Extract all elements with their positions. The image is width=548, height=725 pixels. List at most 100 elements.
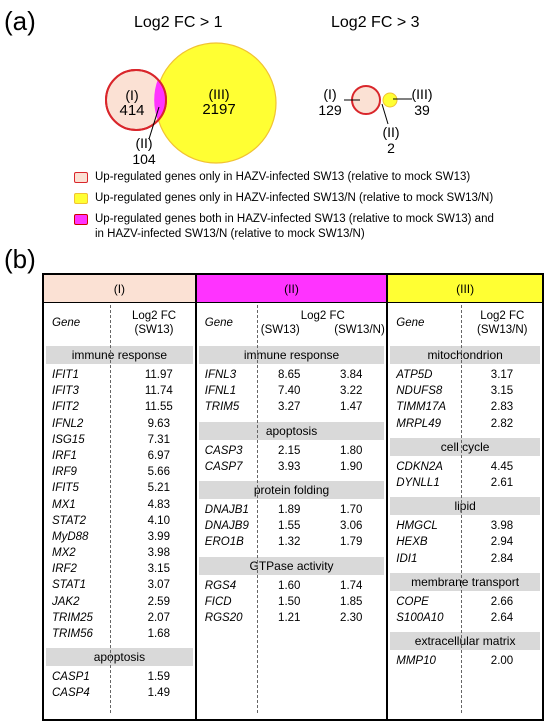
venn-left-i-label: (I) 414 [119, 87, 145, 119]
fold-change-value: 1.80 [340, 444, 363, 457]
column-header: (III) [388, 275, 542, 303]
legend-swatch-i [74, 172, 88, 183]
table-column-iii: (III) Gene Log2 FC (SW13/N) mitochondrion ATP… [388, 275, 542, 719]
fold-change-value: 1.60 [278, 579, 301, 592]
table-row: IFNL3 8.65 3.84 [197, 367, 386, 383]
fold-change-value: 2.30 [340, 611, 363, 624]
table-row: HEXB 2.94 [388, 534, 542, 550]
fold-change-value: 1.79 [340, 536, 363, 549]
gene-name: RGS20 [204, 611, 243, 624]
table-row: DNAJB9 1.55 3.06 [197, 518, 386, 534]
fold-change-value: 3.07 [147, 579, 170, 592]
venn-left-ii-label: (II) 104 [132, 135, 156, 167]
venn-right-circle-iii [382, 92, 398, 108]
gene-name: DYNLL1 [396, 476, 440, 489]
gene-name: IFIT5 [52, 482, 79, 495]
table-column-i: (I) Gene Log2 FC (SW13) immune response IFIT1… [44, 275, 197, 719]
fold-change-value: 5.21 [147, 482, 170, 495]
fold-change-value: 1.55 [278, 520, 301, 533]
category-header: protein folding [198, 480, 385, 499]
fold-change-value: 3.15 [147, 563, 170, 576]
column-header: (II) [196, 275, 387, 303]
category-header: mitochondrion [390, 346, 540, 364]
gene-name: CASP7 [204, 460, 243, 473]
gene-name: CASP3 [204, 444, 243, 457]
fold-change-value: 3.06 [340, 520, 363, 533]
table-row: IFIT2 11.55 [44, 399, 195, 415]
gene-name: MyD88 [52, 530, 89, 543]
gene-name: FICD [204, 595, 232, 608]
value-header-line: Log2 FC [480, 310, 525, 322]
table-row: MX2 3.98 [44, 545, 195, 561]
table-row: CASP4 1.49 [44, 685, 195, 701]
fold-change-value: 3.15 [490, 385, 514, 398]
category-header: apoptosis [198, 421, 385, 440]
table-row: TIMM17A 2.83 [388, 399, 542, 415]
table-row: TRIM56 1.68 [44, 626, 195, 642]
gene-name: IFNL2 [52, 417, 84, 430]
fold-change-value: 1.32 [278, 536, 301, 549]
gene-name: ERO1B [204, 536, 244, 549]
gene-name: TRIM25 [52, 611, 93, 624]
gene-name: CASP4 [52, 687, 90, 700]
category-header: apoptosis [46, 648, 193, 667]
column-subheader: Gene Log2 FC (SW13/N) [388, 303, 542, 343]
gene-name: DNAJB1 [204, 503, 249, 516]
table-row: RGS4 1.60 1.74 [197, 578, 386, 594]
value-header: Log2 FC (SW13/N) [465, 309, 539, 337]
category-header: immune response [198, 346, 385, 364]
gene-header: Gene [204, 317, 233, 329]
venn-left-ii-pointer [148, 106, 160, 140]
table-row: DNAJB1 1.89 1.70 [197, 502, 386, 518]
fold-change-value: 6.97 [147, 449, 170, 462]
fold-change-value: 3.22 [340, 385, 363, 398]
legend-item: Up-regulated genes only in HAZV-infected… [74, 170, 470, 185]
table-row: IRF2 3.15 [44, 561, 195, 577]
gene-name: RGS4 [204, 579, 237, 592]
table-column-ii: (II) Gene Log2 FC (SW13) (SW13/N) immune resp… [196, 275, 389, 719]
column-divider [461, 305, 463, 713]
gene-name: IFNL3 [204, 369, 237, 381]
gene-name: IFIT1 [52, 369, 79, 381]
fold-change-value: 2.59 [147, 595, 170, 608]
table-row: S100A10 2.64 [388, 610, 542, 626]
venn-left-iii-label: (III) 2197 [202, 86, 236, 118]
gene-name: NDUFS8 [396, 385, 443, 398]
table-row: CASP7 3.93 1.90 [197, 459, 386, 475]
value-header: Log2 FC (SW13) [114, 309, 194, 337]
table-row: MMP10 2.00 [388, 653, 542, 669]
venn-right-ii-pointer [381, 103, 389, 125]
column-subheader: Gene Log2 FC (SW13) (SW13/N) [197, 303, 386, 343]
fold-change-value: 4.83 [147, 498, 170, 511]
gene-name: TRIM56 [52, 628, 93, 640]
fold-change-value: 2.66 [490, 595, 514, 608]
fold-change-value: 1.21 [278, 611, 301, 624]
gene-name: CDKN2A [396, 460, 443, 473]
gene-name: STAT1 [52, 579, 87, 592]
table-row: MX1 4.83 [44, 497, 195, 513]
gene-name: MX1 [52, 498, 76, 511]
fold-change-value: 2.61 [490, 476, 514, 489]
fold-change-value: 8.65 [278, 369, 301, 381]
fold-change-value: 1.74 [340, 579, 363, 592]
table-row: RGS20 1.21 2.30 [197, 610, 386, 626]
column-divider [110, 305, 111, 713]
category-header: extracellular matrix [390, 632, 540, 651]
venn-diagrams [105, 42, 412, 164]
gene-name: MMP10 [396, 655, 436, 668]
table-row: ERO1B 1.32 1.79 [197, 534, 386, 550]
fold-change-value: 1.50 [278, 595, 301, 608]
table-row: TRIM5 3.27 1.47 [197, 399, 386, 415]
fold-change-value: 3.84 [340, 369, 363, 381]
gene-name: STAT2 [52, 514, 87, 527]
fold-change-value: 2.82 [490, 417, 514, 430]
fold-change-value: 9.63 [147, 417, 170, 430]
fold-change-value: 1.49 [147, 687, 170, 700]
gene-name: IDI1 [396, 552, 418, 565]
venn-right-iii-label: (III) 39 [411, 86, 433, 118]
venn-right-title: Log2 FC > 3 [331, 14, 420, 31]
fold-change-value: 3.98 [147, 547, 170, 560]
table-row: FICD 1.50 1.85 [197, 594, 386, 610]
fold-change-value: 7.40 [278, 385, 301, 398]
table-row: IDI1 2.84 [388, 551, 542, 567]
